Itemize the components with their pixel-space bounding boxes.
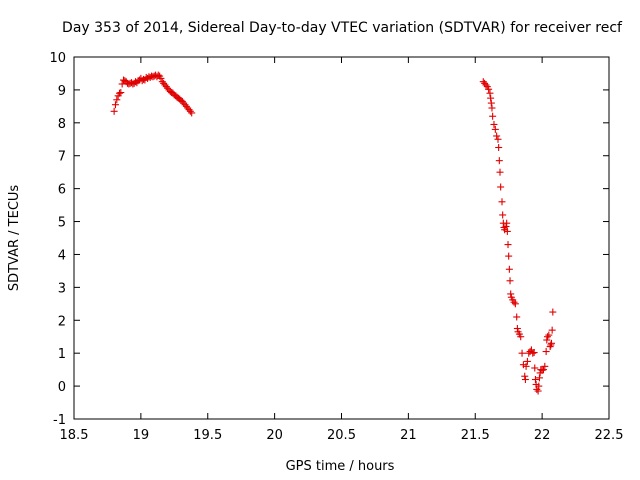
- y-tick-label: 7: [58, 150, 66, 165]
- data-point: [495, 144, 503, 151]
- data-point: [115, 89, 123, 97]
- data-point: [499, 211, 507, 219]
- y-axis: -1 0 1 2 3 4 5 6 7 8 9 10: [49, 51, 609, 428]
- x-tick-label: 19.5: [193, 428, 222, 443]
- series-sdtvar: [110, 71, 557, 395]
- y-axis-label: SDTVAR / TECUs: [7, 185, 22, 292]
- y-tick-label: 4: [58, 248, 66, 263]
- y-tick-label: 10: [49, 51, 66, 66]
- y-tick-label: 2: [58, 314, 66, 329]
- data-point: [521, 376, 529, 384]
- x-tick-label: 19: [133, 428, 150, 443]
- data-point: [113, 96, 121, 104]
- data-point: [529, 349, 537, 357]
- data-point: [539, 366, 547, 374]
- data-point: [503, 227, 511, 235]
- y-tick-label: 0: [58, 380, 66, 395]
- data-point: [546, 343, 554, 351]
- data-point: [485, 85, 493, 93]
- data-point: [186, 107, 194, 115]
- data-point: [548, 326, 556, 334]
- data-point: [522, 362, 530, 370]
- data-point: [523, 357, 531, 365]
- data-point: [157, 74, 165, 82]
- y-tick-label: -1: [53, 413, 66, 428]
- x-tick-label: 20.5: [327, 428, 356, 443]
- x-axis: 18.5 19 19.5 20 20.5 21 21.5 22 22.5: [60, 57, 624, 443]
- x-tick-label: 21: [400, 428, 417, 443]
- data-point: [188, 109, 196, 117]
- plot-frame: [73, 56, 610, 420]
- data-point: [490, 120, 498, 128]
- data-point: [489, 112, 497, 120]
- x-tick-label: 21.5: [461, 428, 490, 443]
- data-point: [545, 331, 553, 339]
- y-tick-label: 5: [58, 216, 66, 231]
- data-point: [487, 94, 495, 102]
- data-point: [487, 99, 495, 107]
- data-point: [496, 168, 504, 176]
- data-point: [530, 349, 538, 357]
- data-point: [542, 348, 550, 356]
- data-point: [535, 374, 543, 382]
- data-point: [513, 325, 521, 332]
- data-point: [502, 222, 510, 230]
- data-point: [497, 183, 505, 191]
- data-point: [517, 333, 525, 341]
- y-tick-label: 8: [58, 117, 66, 132]
- data-point: [506, 277, 514, 285]
- data-point: [495, 157, 503, 165]
- data-point: [491, 125, 499, 133]
- data-point: [505, 252, 513, 260]
- data-point: [518, 349, 526, 357]
- data-point: [493, 132, 501, 140]
- data-point: [503, 219, 511, 227]
- data-point: [111, 101, 119, 109]
- data-point: [534, 387, 542, 395]
- x-tick-label: 22: [534, 428, 551, 443]
- data-point: [507, 290, 515, 298]
- data-point: [549, 308, 557, 316]
- y-tick-label: 9: [58, 84, 66, 99]
- data-point: [547, 339, 555, 347]
- x-tick-label: 22.5: [595, 428, 624, 443]
- data-point: [543, 336, 551, 344]
- data-point: [538, 366, 546, 374]
- data-point: [511, 300, 519, 308]
- data-point: [531, 364, 539, 372]
- data-point: [513, 313, 521, 321]
- data-point: [504, 241, 512, 249]
- data-point: [117, 89, 125, 97]
- data-point: [482, 81, 490, 89]
- data-point: [521, 372, 529, 380]
- data-point: [531, 376, 539, 384]
- data-point: [110, 107, 118, 115]
- data-point: [543, 333, 551, 341]
- data-point: [547, 341, 555, 349]
- y-tick-label: 1: [58, 347, 66, 362]
- data-point: [494, 135, 502, 143]
- y-tick-label: 3: [58, 281, 66, 296]
- x-axis-label: GPS time / hours: [286, 459, 395, 474]
- data-point: [510, 298, 518, 306]
- data-point: [541, 362, 549, 370]
- x-tick-label: 20: [266, 428, 283, 443]
- chart-title: Day 353 of 2014, Sidereal Day-to-day VTE…: [62, 20, 623, 36]
- data-point: [505, 265, 513, 273]
- data-point: [535, 382, 543, 390]
- data-point: [488, 104, 496, 112]
- y-tick-label: 6: [58, 183, 66, 198]
- x-tick-label: 18.5: [60, 428, 89, 443]
- data-point: [498, 198, 506, 206]
- data-point: [486, 89, 494, 97]
